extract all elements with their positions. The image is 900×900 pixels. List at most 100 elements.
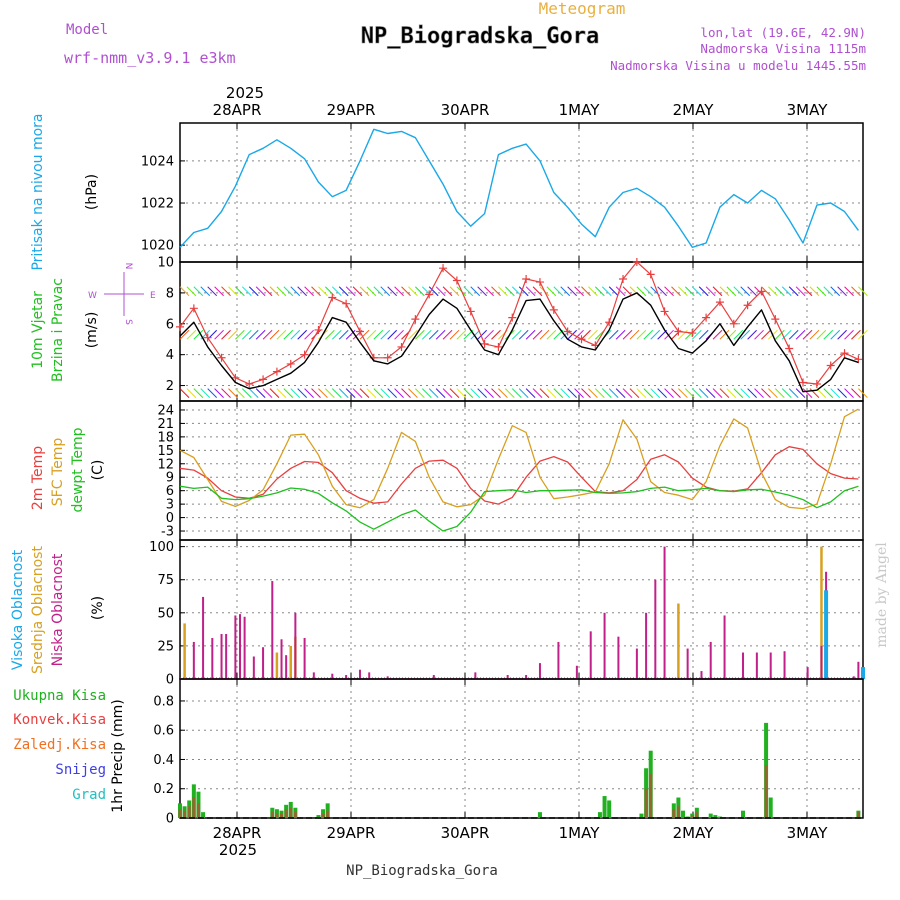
conv-precip-bar [326,810,330,818]
conv-precip-bar [192,797,196,818]
gust-marker [286,359,295,368]
wind-barb [318,388,328,398]
gust-marker [217,353,226,362]
top-date-label: 29APR [327,101,376,119]
total-precip-bar [741,810,746,818]
wind-barb [415,388,425,398]
wind-barb [470,329,481,340]
wind-barb [733,329,744,340]
wind-barb [802,388,813,398]
y-tick-label: 0.8 [153,694,174,709]
wind-barb [435,388,446,398]
wind-barb [781,388,792,398]
compass-west: W [88,291,97,301]
wind-barb [802,329,813,340]
wind-barb [768,388,778,398]
low-cloud-bar [742,652,745,679]
low-cloud-bar [506,675,509,679]
bottom-year-label: 2025 [219,841,257,859]
model-label: Model [66,22,108,38]
wind-barb [311,286,321,297]
model-altitude-label: Nadmorska Visina u modelu 1445.55m [610,58,866,73]
wind-barb [518,329,529,340]
wind-barb [304,329,314,340]
gust-marker [563,327,572,336]
wind-barb [678,286,688,297]
gust-marker [411,315,420,324]
wind-barb [221,388,231,398]
gust-marker [314,325,323,334]
pressure-ylabel: Pritisak na nivou mora [30,113,46,270]
wind-barb [705,286,716,297]
wind-barb [221,286,231,297]
wind-barb [622,329,633,340]
wind-barb [373,286,384,297]
wind-barb [830,286,841,297]
low-cloud-bar [238,614,241,679]
high-cloud-bar [861,667,865,679]
gust-marker [480,339,489,348]
wind-barb [380,329,391,340]
wind-barb [816,388,827,398]
wind-barb [788,329,799,340]
low-cloud-bar [331,673,334,679]
wind-barb [671,388,681,398]
footer-station: NP_Biogradska_Gora [346,863,498,879]
wind-panel: 2 4 6 8 10 [157,256,868,402]
total-precip-bar [681,810,686,818]
wind-barb [774,286,785,297]
wind-barb [338,286,349,297]
wind-barb [518,388,529,398]
low-cloud-bar [700,671,703,679]
conv-precip-bar [284,809,288,818]
wind-barb [470,286,481,297]
wind-barb [795,388,806,398]
wind-barb [574,329,584,340]
wind-barb [539,329,550,340]
wind-barb [788,286,799,297]
wind-barb [608,286,619,297]
gust-marker [300,350,309,359]
low-cloud-bar [220,633,223,679]
wind-barb [615,286,626,297]
wind-barb [456,329,467,340]
low-cloud-bar [211,637,214,679]
low-cloud-bar [723,615,726,679]
wind-barb [691,329,702,340]
conv-precip-bar [270,812,274,818]
wind-barb [498,388,508,398]
wind-barb [698,329,709,340]
wind-barb [345,329,356,340]
wind-barb [200,286,211,297]
wind-barb [428,286,439,297]
y-tick-label: 15 [157,444,174,459]
wind-ylabel-2: Brzina i Pravac [50,278,66,382]
total-precip-bar [201,812,206,818]
wind-barb [214,388,224,398]
wind-barb [747,388,757,398]
wind-barb [442,286,453,297]
total-precip-bar [717,816,722,818]
wind-barb [394,286,404,297]
gust-marker [771,315,780,324]
top-date-label: 2MAY [673,101,715,119]
wind-barb [449,329,460,340]
wind-barb [761,329,771,340]
low-cloud-bar [368,672,371,679]
gust-marker [729,319,738,328]
gust-marker [439,264,448,273]
wind-barb [484,329,494,340]
y-tick-label: 9 [166,471,174,486]
wind-barb [394,329,404,340]
gust-marker [522,274,531,283]
wind-barb [255,388,266,398]
wind-barb [235,388,245,398]
wind-barb [200,388,211,398]
y-tick-label: 2 [166,379,174,394]
wind-barb [401,388,411,398]
y-tick-label: 0 [166,511,174,526]
low-cloud-bar [635,648,638,679]
precip-panel: 0 0.2 0.4 0.6 0.8 [153,678,864,827]
wind-barb [318,286,328,297]
